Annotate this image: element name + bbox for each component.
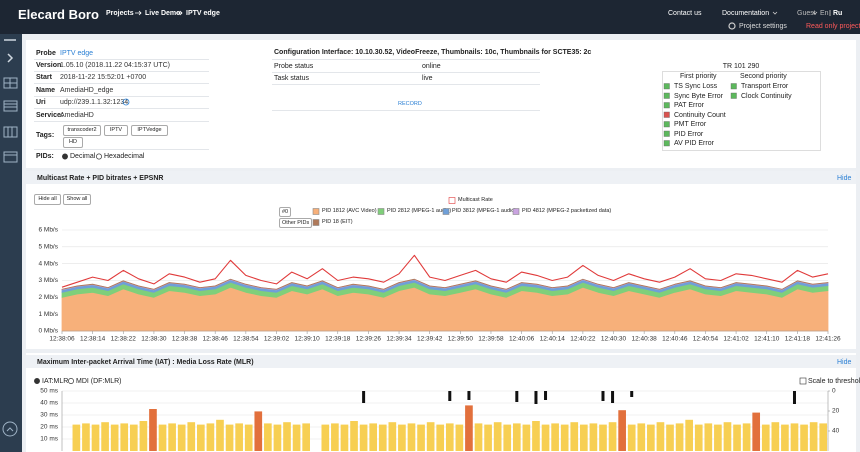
- info-value: 1.05.10 (2018.11.22 04:15:37 UTC): [60, 62, 171, 69]
- divider: [272, 59, 540, 60]
- tr-item: AV PID Error: [674, 140, 714, 147]
- tr-item: PMT Error: [674, 121, 707, 128]
- tr-item: PAT Error: [674, 102, 704, 109]
- tr-box: [662, 71, 821, 151]
- breadcrumb[interactable]: Projects: [106, 10, 134, 17]
- divider: [34, 71, 209, 72]
- divider: [34, 83, 209, 84]
- divider: [34, 59, 209, 60]
- tag[interactable]: IPTV: [104, 125, 128, 136]
- info-value[interactable]: IPTV edge: [60, 50, 94, 57]
- nav-link[interactable]: Documentation: [722, 10, 770, 17]
- configuration: Configuration Interface: 10.10.30.52, Vi…: [274, 49, 592, 56]
- radio-label[interactable]: Hexadecimal: [104, 153, 145, 160]
- info-label: Start: [36, 74, 52, 81]
- info-value: udp://239.1.1.32:1234: [60, 99, 129, 106]
- legend-button[interactable]: Other PIDs: [279, 218, 313, 228]
- section-header: [26, 171, 856, 184]
- legend-label[interactable]: PID 4812 (MPEG-2 packetized data): [522, 208, 612, 214]
- checkbox-label[interactable]: Scale to thresholds: [808, 378, 860, 385]
- info-value: AmediaHD_edge: [60, 87, 114, 94]
- project-settings[interactable]: Project settings: [739, 23, 787, 30]
- divider: [272, 110, 540, 111]
- tr-header: First priority: [680, 73, 717, 80]
- info-value: AmediaHD: [60, 112, 94, 119]
- status-label: Probe status: [274, 63, 314, 70]
- status-label: Task status: [274, 75, 310, 82]
- radio-label[interactable]: Decimal: [70, 153, 96, 160]
- chart-title: Maximum Inter-packet Arrival Time (IAT) …: [37, 359, 254, 366]
- read-only-label: Read only project: [806, 23, 860, 30]
- nav-link[interactable]: Contact us: [668, 10, 702, 17]
- info-label: Service:: [36, 112, 64, 119]
- tr-header: Second priority: [740, 73, 787, 80]
- hide-link[interactable]: Hide: [837, 359, 852, 366]
- info-value: 2018-11-22 15:52:01 +0700: [60, 74, 147, 81]
- divider: [34, 121, 209, 122]
- chart-button[interactable]: Show all: [63, 194, 91, 205]
- status-value: online: [422, 63, 441, 70]
- divider: [272, 72, 540, 73]
- top-bar: [0, 0, 860, 34]
- pids-label: PIDs:: [36, 153, 54, 160]
- info-label: Probe: [36, 50, 56, 57]
- tag[interactable]: transcoder2: [63, 125, 101, 136]
- tr-item: TS Sync Loss: [674, 83, 718, 90]
- legend-label[interactable]: Multicast Rate: [458, 197, 493, 203]
- tags-label: Tags:: [36, 132, 55, 139]
- nav-link[interactable]: Guest: [797, 10, 816, 17]
- record-button[interactable]: RECORD: [398, 101, 422, 107]
- chart-title: Multicast Rate + PID bitrates + EPSNR: [37, 175, 164, 182]
- chart-button[interactable]: Hide all: [34, 194, 61, 205]
- sidebar: [0, 34, 22, 452]
- info-label: Name: [36, 87, 56, 94]
- nav-link[interactable]: Ru: [833, 10, 843, 17]
- brand: Elecard Boro: [18, 7, 99, 22]
- legend-button[interactable]: #0: [279, 207, 292, 217]
- legend-label[interactable]: PID 18 (EIT): [322, 219, 353, 225]
- breadcrumb[interactable]: IPTV edge: [186, 10, 220, 17]
- hide-link[interactable]: Hide: [837, 175, 852, 182]
- divider: [34, 149, 209, 150]
- tr-item: Clock Continuity: [741, 92, 792, 100]
- section-header: [26, 355, 856, 368]
- legend-label[interactable]: PID 1812 (AVC Video): [322, 208, 377, 214]
- tr-item: Transport Error: [741, 83, 789, 90]
- chart-panel: [26, 171, 856, 349]
- tag[interactable]: HD: [63, 137, 83, 148]
- status-value: live: [422, 75, 433, 82]
- tr-item: PID Error: [674, 130, 704, 138]
- tr-item: Continuity Count: [674, 111, 726, 119]
- radio-label[interactable]: IAT:MLR: [42, 378, 69, 385]
- divider: [34, 108, 209, 109]
- legend-label[interactable]: PID 2812 (MPEG-1 audio): [387, 208, 452, 214]
- info-label: Uri: [36, 99, 46, 106]
- breadcrumb[interactable]: Live Demo: [145, 10, 181, 17]
- info-label: Version: [36, 62, 62, 69]
- tr-title: TR 101 290: [722, 63, 760, 70]
- legend-label[interactable]: PID 3812 (MPEG-1 audio): [452, 208, 517, 214]
- divider: [272, 84, 540, 85]
- tag[interactable]: IPTVedge: [131, 125, 168, 136]
- tr-item: Sync Byte Error: [674, 92, 724, 100]
- nav-link[interactable]: En: [820, 10, 829, 17]
- divider: [34, 96, 209, 97]
- radio-label[interactable]: MDI (DF:MLR): [76, 378, 122, 385]
